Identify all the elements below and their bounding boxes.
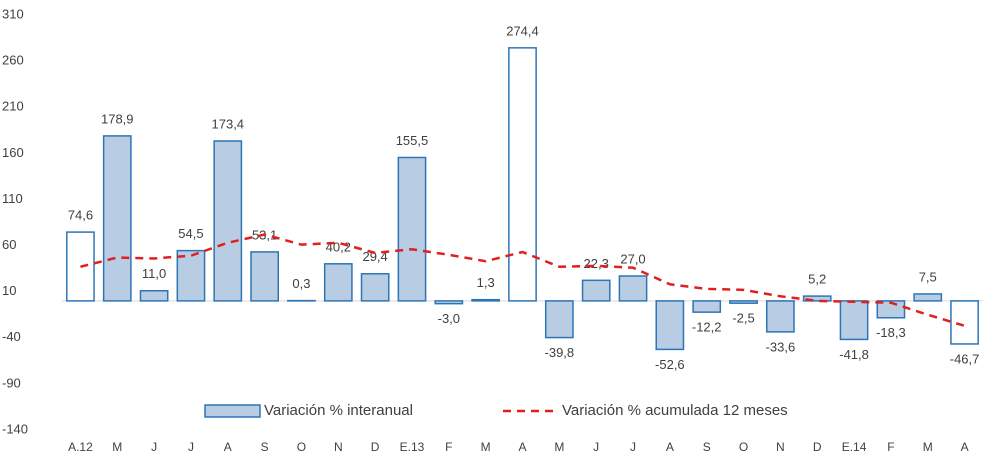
value-label: -12,2 (692, 320, 722, 335)
value-label: 54,5 (178, 226, 203, 241)
y-tick-label: 60 (2, 237, 16, 252)
bar (655, 300, 685, 351)
value-label: -2,5 (732, 311, 754, 326)
x-tick-label: F (887, 440, 894, 454)
value-label: -33,6 (766, 339, 796, 354)
value-label: 173,4 (212, 116, 245, 131)
y-tick-label: 10 (2, 283, 16, 298)
x-tick-label: S (261, 440, 269, 454)
y-tick-label: 210 (2, 99, 24, 114)
value-label: 178,9 (101, 111, 134, 126)
bar (323, 263, 353, 302)
x-tick-label: F (445, 440, 452, 454)
x-tick-label: A.12 (68, 440, 93, 454)
value-label: 1,3 (477, 275, 495, 290)
value-label: 0,3 (292, 276, 310, 291)
x-tick-label: A (518, 440, 526, 454)
bar (839, 300, 869, 341)
y-tick-label: 110 (2, 191, 23, 206)
bar (618, 275, 648, 302)
bar (692, 300, 722, 313)
bar (176, 249, 206, 302)
value-label: 40,2 (326, 239, 351, 254)
value-label: -46,7 (950, 351, 980, 366)
y-tick-label: 310 (2, 6, 24, 21)
x-tick-label: M (481, 440, 491, 454)
bar (213, 140, 243, 302)
bar (139, 289, 169, 302)
bar (102, 135, 132, 302)
y-tick-label: -90 (2, 375, 21, 390)
x-tick-label: D (813, 440, 822, 454)
x-tick-label: S (703, 440, 711, 454)
x-tick-label: O (297, 440, 306, 454)
x-tick-label: M (923, 440, 933, 454)
x-tick-label: A (224, 440, 232, 454)
bar (876, 300, 906, 319)
x-tick-label: O (739, 440, 748, 454)
value-label: 274,4 (506, 23, 539, 38)
bar (802, 295, 832, 302)
bar (471, 298, 501, 302)
value-label: 11,0 (142, 266, 166, 281)
x-tick-label: N (776, 440, 785, 454)
legend-label: Variación % acumulada 12 meses (562, 402, 788, 419)
bar (765, 300, 795, 333)
value-label: 22,3 (584, 256, 609, 271)
x-tick-label: D (371, 440, 380, 454)
x-tick-label: E.13 (400, 440, 425, 454)
value-label: -41,8 (839, 347, 869, 362)
bar (397, 156, 427, 302)
x-tick-label: E.14 (842, 440, 867, 454)
value-label: -39,8 (545, 345, 575, 360)
legend-swatch (204, 404, 261, 418)
x-tick-label: J (630, 440, 636, 454)
value-label: 5,2 (808, 272, 826, 287)
x-tick-label: J (188, 440, 194, 454)
bar (950, 300, 979, 345)
y-tick-label: 260 (2, 53, 24, 68)
x-tick-label: A (666, 440, 674, 454)
x-tick-label: J (151, 440, 157, 454)
bar (508, 47, 537, 302)
y-tick-label: -140 (2, 421, 28, 436)
value-label: 27,0 (620, 251, 645, 266)
line (80, 233, 965, 327)
value-label: 155,5 (396, 133, 429, 148)
bar (581, 279, 611, 302)
x-tick-label: M (554, 440, 564, 454)
bar (250, 251, 280, 302)
x-tick-label: J (593, 440, 599, 454)
value-label: 74,6 (68, 208, 93, 223)
bar (544, 300, 574, 339)
value-label: -18,3 (876, 325, 906, 340)
y-tick-label: -40 (2, 329, 21, 344)
bar (913, 293, 943, 302)
legend-label: Variación % interanual (264, 402, 413, 419)
x-tick-label: A (961, 440, 969, 454)
value-label: -52,6 (655, 357, 685, 372)
x-tick-label: N (334, 440, 343, 454)
bar (729, 300, 758, 304)
y-tick-label: 160 (2, 145, 24, 160)
x-tick-label: M (112, 440, 122, 454)
bar (360, 273, 390, 302)
value-label: 7,5 (919, 269, 937, 284)
bar (434, 300, 464, 305)
value-label: -3,0 (438, 311, 460, 326)
